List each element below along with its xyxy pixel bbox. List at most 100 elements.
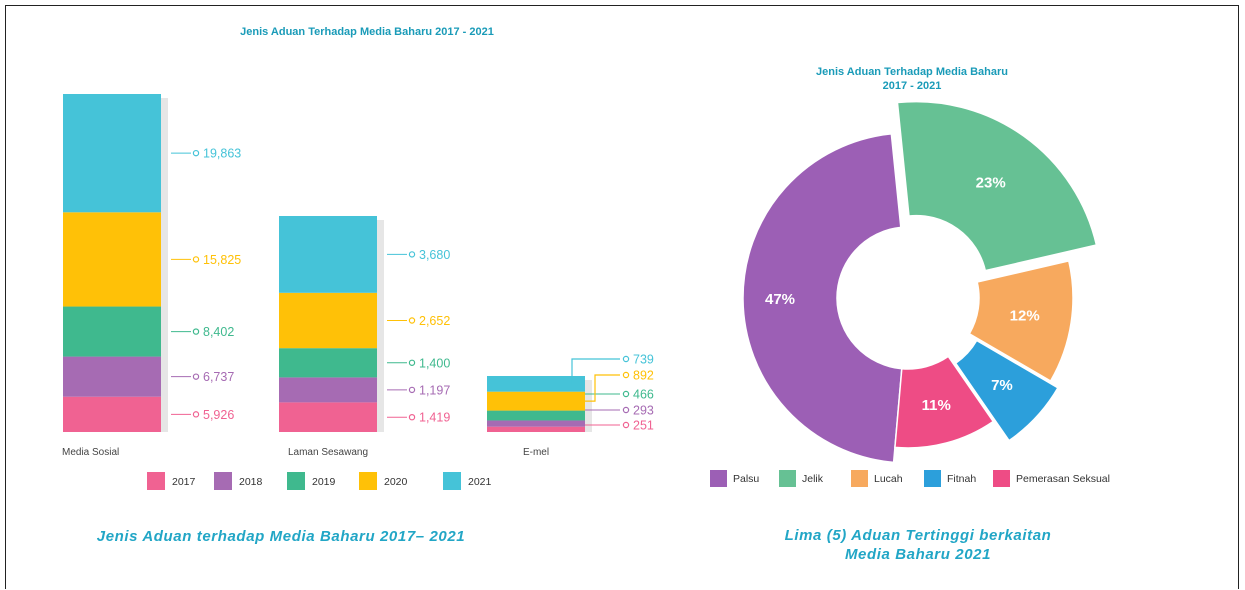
bar-segment-laman-sesawang-2017: [279, 402, 377, 432]
category-label-laman-sesawang: Laman Sesawang: [288, 447, 368, 458]
legend-label-2020: 2020: [384, 476, 408, 488]
legend-label-pemerasan-seksual: Pemerasan Seksual: [1016, 473, 1110, 485]
bar-segment-media-sosial-2020: [63, 212, 161, 307]
legend-swatch-jelik: [779, 470, 796, 487]
pie-slice-palsu: [742, 133, 903, 464]
value-label-media-sosial-2017: 5,926: [203, 408, 234, 422]
pie-slice-pemerasan-seksual: [894, 355, 995, 449]
legend-swatch-2021: [443, 472, 461, 490]
marker-media-sosial-2017: [192, 411, 200, 418]
marker-e-mel-2021: [622, 355, 630, 363]
bar-shadow-e-mel: [585, 380, 592, 432]
category-label-e-mel: E-mel: [523, 447, 549, 458]
value-label-e-mel-2020: 892: [633, 369, 654, 383]
bar-segment-laman-sesawang-2018: [279, 377, 377, 403]
bar-segment-e-mel-2021: [487, 376, 585, 392]
marker-laman-sesawang-2019: [408, 359, 416, 366]
pie-slice-labels: 47% 23% 12% 7% 11%: [765, 175, 1040, 414]
bar-segment-e-mel-2017: [487, 426, 585, 432]
marker-media-sosial-2021: [192, 149, 200, 157]
legend-swatch-pemerasan-seksual: [993, 470, 1010, 487]
marker-laman-sesawang-2017: [408, 413, 416, 421]
value-label-e-mel-2017: 251: [633, 419, 654, 433]
legend-swatch-palsu: [710, 470, 727, 487]
bar-stacks: [63, 94, 585, 432]
leader-e-mel-2021: [571, 358, 620, 384]
value-label-laman-sesawang-2020: 2,652: [419, 314, 450, 328]
legend-label-2017: 2017: [172, 476, 196, 488]
value-label-laman-sesawang-2021: 3,680: [419, 248, 450, 262]
bar-segment-laman-sesawang-2021: [279, 216, 377, 293]
leader-e-mel-2020: [585, 374, 620, 402]
marker-laman-sesawang-2020: [408, 317, 416, 324]
marker-e-mel-2017: [622, 421, 630, 429]
bar-category-labels: Media Sosial Laman Sesawang E-mel: [62, 447, 549, 458]
bar-chart-caption: Jenis Aduan terhadap Media Baharu 2017– …: [97, 528, 466, 545]
marker-laman-sesawang-2018: [408, 386, 416, 394]
legend-swatch-lucah: [851, 470, 868, 487]
legend-swatch-fitnah: [924, 470, 941, 487]
value-label-media-sosial-2019: 8,402: [203, 325, 234, 339]
bar-value-annotations: 5,926 6,737 8,402 15,825 19,863 1,419 1,197 1,4…: [171, 147, 654, 433]
value-label-laman-sesawang-2017: 1,419: [419, 411, 450, 425]
bar-segment-e-mel-2019: [487, 410, 585, 421]
donut-chart: Jenis Aduan Terhadap Media Baharu 2017 -…: [710, 66, 1110, 563]
pie-chart-title-line2: 2017 - 2021: [883, 80, 942, 92]
value-label-e-mel-2018: 293: [633, 404, 654, 418]
pie-label-palsu: 47%: [765, 291, 795, 308]
pie-chart-title-line1: Jenis Aduan Terhadap Media Baharu: [816, 66, 1008, 78]
bar-segment-laman-sesawang-2020: [279, 292, 377, 349]
pie-label-lucah: 12%: [1010, 308, 1040, 325]
bar-shadow-laman-sesawang: [377, 220, 384, 432]
bar-legend: 2017 2018 2019 2020 2021: [147, 472, 492, 490]
category-label-media-sosial: Media Sosial: [62, 447, 119, 458]
marker-e-mel-2019: [622, 390, 630, 398]
marker-media-sosial-2018: [192, 373, 200, 380]
bar-segment-media-sosial-2021: [63, 94, 161, 213]
legend-swatch-2019: [287, 472, 305, 490]
marker-laman-sesawang-2021: [408, 251, 416, 258]
pie-label-fitnah: 7%: [991, 377, 1013, 394]
bar-segment-media-sosial-2017: [63, 396, 161, 432]
legend-label-fitnah: Fitnah: [947, 473, 976, 485]
legend-label-2021: 2021: [468, 476, 492, 488]
bar-segment-e-mel-2020: [487, 391, 585, 411]
stacked-bar-chart: Jenis Aduan Terhadap Media Baharu 2017 -…: [62, 26, 654, 545]
bar-segment-laman-sesawang-2019: [279, 348, 377, 378]
pie-slice-jelik: [896, 100, 1098, 272]
marker-media-sosial-2019: [192, 328, 200, 335]
pie-label-jelik: 23%: [976, 175, 1006, 192]
marker-e-mel-2020: [622, 371, 630, 379]
marker-e-mel-2018: [622, 406, 630, 414]
pie-label-pemerasan-seksual: 11%: [922, 397, 951, 414]
legend-swatch-2018: [214, 472, 232, 490]
legend-label-jelik: Jelik: [802, 473, 824, 485]
pie-slice-lucah: [968, 259, 1074, 383]
value-label-e-mel-2021: 739: [633, 353, 654, 367]
pie-slices: [742, 100, 1098, 464]
value-label-e-mel-2019: 466: [633, 388, 654, 402]
value-label-media-sosial-2020: 15,825: [203, 253, 241, 267]
pie-caption-line1: Lima (5) Aduan Tertinggi berkaitan: [785, 527, 1052, 544]
legend-swatch-2017: [147, 472, 165, 490]
pie-caption-line2: Media Baharu 2021: [845, 546, 991, 563]
bar-shadows: [161, 98, 592, 432]
legend-label-2019: 2019: [312, 476, 336, 488]
legend-label-palsu: Palsu: [733, 473, 759, 485]
marker-media-sosial-2020: [192, 256, 200, 263]
value-label-laman-sesawang-2019: 1,400: [419, 356, 450, 370]
bar-shadow-media-sosial: [161, 98, 168, 432]
value-label-laman-sesawang-2018: 1,197: [419, 383, 450, 397]
value-label-media-sosial-2018: 6,737: [203, 370, 234, 384]
bar-segment-e-mel-2018: [487, 420, 585, 427]
pie-slice-fitnah: [954, 339, 1059, 442]
legend-label-2018: 2018: [239, 476, 263, 488]
bar-segment-media-sosial-2019: [63, 306, 161, 357]
legend-swatch-2020: [359, 472, 377, 490]
value-label-media-sosial-2021: 19,863: [203, 147, 241, 161]
legend-label-lucah: Lucah: [874, 473, 903, 485]
bar-segment-media-sosial-2018: [63, 356, 161, 397]
bar-chart-title: Jenis Aduan Terhadap Media Baharu 2017 -…: [240, 26, 494, 38]
pie-legend: Palsu Jelik Lucah Fitnah Pemerasan Seksual: [710, 470, 1110, 487]
